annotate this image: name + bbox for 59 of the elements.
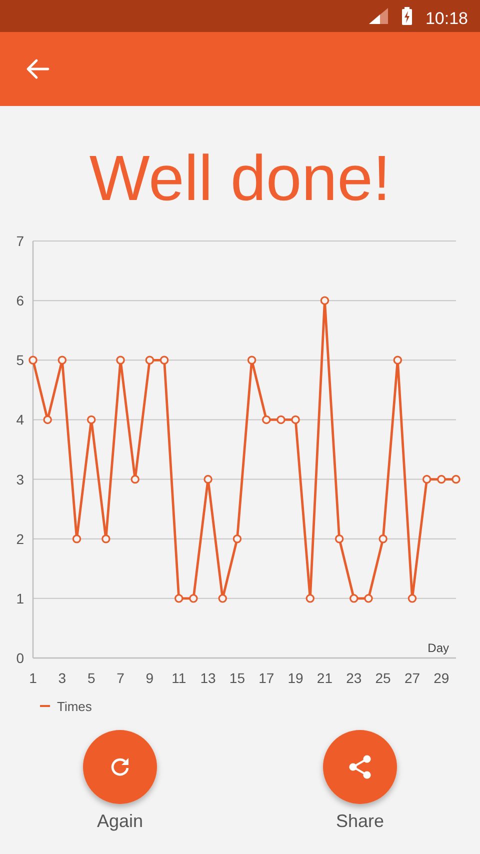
point bbox=[247, 356, 256, 365]
point bbox=[364, 594, 373, 603]
point bbox=[350, 594, 358, 603]
text: Again bbox=[96, 811, 144, 831]
point bbox=[393, 356, 402, 365]
point bbox=[276, 415, 286, 424]
x-tick-label: 1 bbox=[29, 670, 38, 686]
x-tick-label: 3 bbox=[58, 670, 66, 686]
point bbox=[130, 474, 140, 484]
point bbox=[86, 415, 96, 424]
x-tick-label: 7 bbox=[116, 670, 125, 686]
point bbox=[160, 356, 169, 365]
point bbox=[58, 356, 67, 365]
point bbox=[437, 474, 446, 484]
x-tick-label: 25 bbox=[375, 670, 392, 686]
text: 10:18 bbox=[425, 9, 468, 28]
point bbox=[218, 594, 227, 603]
point bbox=[306, 594, 315, 603]
point bbox=[174, 594, 184, 603]
point bbox=[408, 594, 417, 603]
x-tick-label: 19 bbox=[288, 670, 304, 686]
point bbox=[422, 474, 432, 484]
x-axis-title: Day bbox=[428, 641, 449, 655]
point bbox=[189, 594, 198, 603]
y-tick-label: 4 bbox=[16, 412, 24, 428]
x-tick-label: 15 bbox=[229, 670, 246, 686]
x-tick-label: 5 bbox=[87, 670, 96, 686]
point bbox=[452, 474, 460, 484]
point bbox=[43, 415, 52, 424]
point bbox=[145, 356, 154, 365]
point bbox=[72, 534, 82, 544]
x-tick-label: 13 bbox=[200, 670, 216, 686]
point bbox=[204, 474, 212, 484]
chart-title: Well done! bbox=[89, 142, 391, 214]
point bbox=[320, 296, 330, 305]
point bbox=[291, 415, 300, 424]
y-tick-label: 5 bbox=[16, 352, 24, 368]
x-tick-label: 29 bbox=[434, 670, 450, 686]
x-tick-label: 9 bbox=[146, 670, 154, 686]
point bbox=[116, 356, 125, 365]
legend-label: Times bbox=[57, 699, 92, 714]
y-tick-label: 7 bbox=[16, 233, 24, 249]
point bbox=[378, 534, 388, 544]
point bbox=[232, 534, 242, 544]
y-tick-label: 2 bbox=[16, 530, 24, 547]
point bbox=[262, 415, 271, 424]
x-tick-label: 21 bbox=[316, 670, 333, 686]
x-tick-label: 17 bbox=[258, 670, 274, 686]
point bbox=[102, 534, 110, 544]
x-tick-label: 23 bbox=[346, 670, 362, 686]
y-tick-label: 0 bbox=[16, 650, 24, 666]
text: Share bbox=[336, 811, 384, 831]
y-tick-label: 3 bbox=[16, 471, 24, 488]
x-tick-label: 11 bbox=[172, 670, 186, 686]
y-tick-label: 6 bbox=[16, 292, 24, 309]
x-tick-label: 27 bbox=[404, 670, 420, 686]
point bbox=[28, 356, 38, 365]
y-tick-label: 1 bbox=[16, 590, 24, 606]
point bbox=[334, 534, 344, 544]
